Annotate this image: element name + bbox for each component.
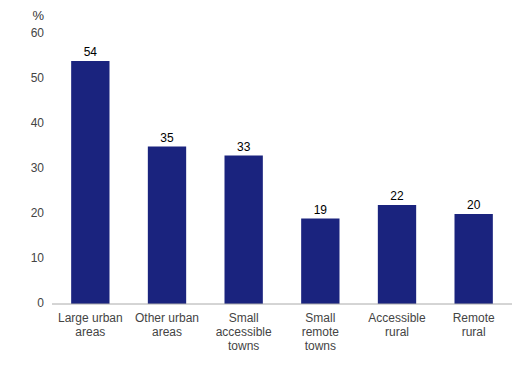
y-tick-label: 60	[31, 26, 45, 40]
x-axis-line	[52, 304, 512, 305]
y-axis-label: %	[32, 8, 44, 23]
bar	[148, 147, 186, 305]
chart-container: 0 10 20 30 40 50 60% 54 35 33 19 22 20 Large urbanare…	[0, 0, 528, 382]
data-label: 19	[314, 203, 328, 217]
x-tick-label: Other urbanareas	[135, 311, 199, 339]
x-tick-label: Large urbanareas	[58, 311, 123, 339]
y-tick-label: 30	[31, 161, 45, 175]
y-tick-label: 0	[37, 296, 44, 310]
x-axis: Large urbanareas Other urbanareas Smallacc…	[58, 311, 495, 353]
x-tick-label: Remoterural	[453, 311, 495, 339]
x-tick-label: Smallremotetowns	[302, 311, 340, 353]
bar	[71, 61, 109, 304]
data-label: 22	[390, 189, 404, 203]
data-labels: 54 35 33 19 22 20	[84, 45, 481, 217]
data-label: 33	[237, 140, 251, 154]
bar	[455, 214, 493, 304]
x-tick-label: Accessiblerural	[368, 311, 426, 339]
y-tick-label: 40	[31, 116, 45, 130]
chart: 0 10 20 30 40 50 60% 54 35 33 19 22 20 Large urbanare…	[0, 0, 528, 382]
x-tick-label: Smallaccessibletowns	[216, 311, 272, 353]
bar	[378, 205, 416, 304]
data-label: 54	[84, 45, 98, 59]
y-axis: 0 10 20 30 40 50 60	[31, 26, 45, 310]
bars	[71, 61, 493, 304]
data-label: 35	[160, 131, 174, 145]
bar	[301, 219, 339, 305]
data-label: 20	[467, 198, 481, 212]
y-tick-label: 50	[31, 71, 45, 85]
y-tick-label: 20	[31, 206, 45, 220]
bar	[225, 156, 263, 305]
y-tick-label: 10	[31, 251, 45, 265]
